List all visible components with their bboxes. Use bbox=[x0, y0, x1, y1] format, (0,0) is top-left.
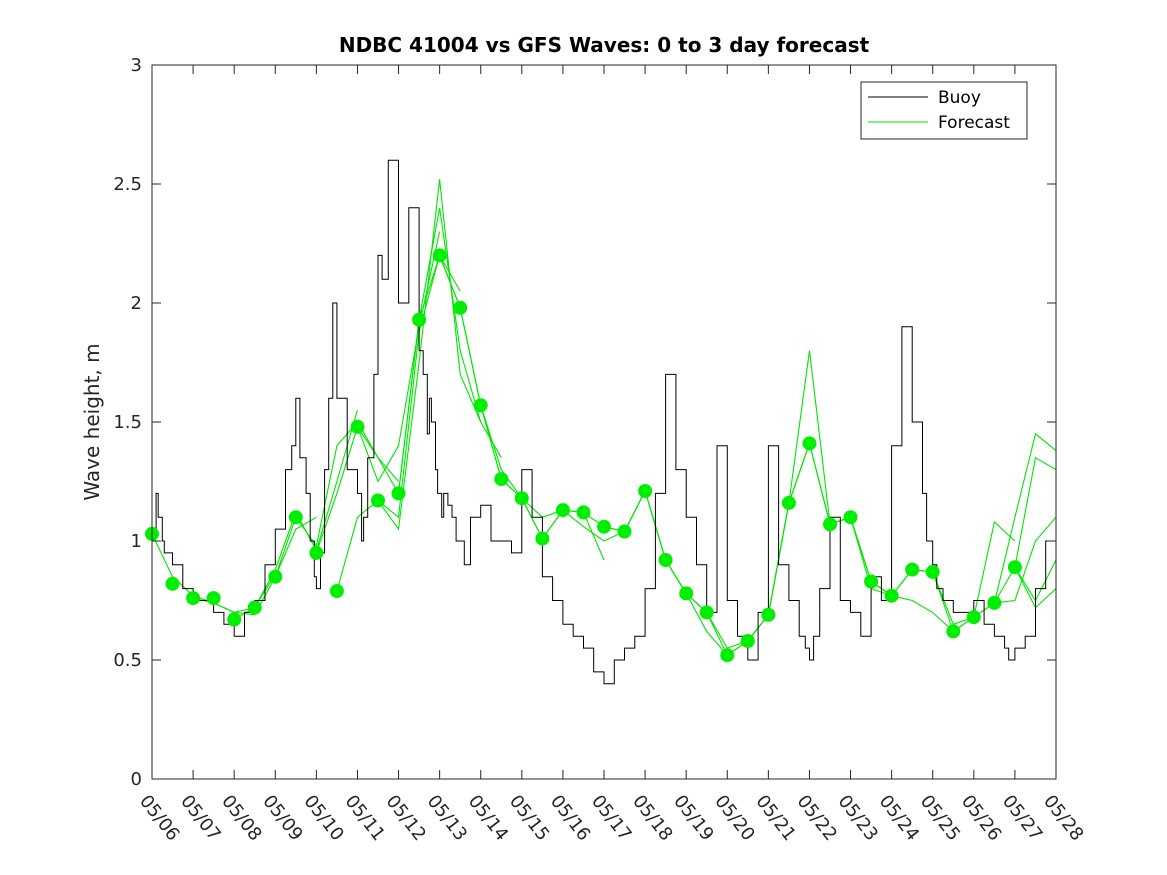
forecast-marker bbox=[679, 586, 694, 601]
x-tick-label: 05/16 bbox=[546, 791, 594, 845]
forecast-marker bbox=[966, 610, 981, 625]
y-tick-label: 2 bbox=[131, 293, 142, 314]
y-tick-label: 3 bbox=[131, 55, 142, 76]
forecast-marker bbox=[514, 491, 529, 506]
x-tick-label: 05/20 bbox=[710, 791, 758, 845]
forecast-marker bbox=[597, 519, 611, 534]
forecast-run-line bbox=[603, 489, 728, 656]
forecast-marker bbox=[432, 248, 447, 263]
forecast-marker bbox=[535, 531, 550, 546]
forecast-marker bbox=[288, 510, 303, 525]
forecast-marker bbox=[186, 591, 201, 606]
forecast-marker bbox=[658, 553, 673, 567]
forecast-marker bbox=[720, 648, 735, 663]
x-tick-label: 05/17 bbox=[587, 791, 635, 845]
plot-area bbox=[145, 159, 1056, 685]
x-tick-label: 05/18 bbox=[628, 791, 676, 845]
forecast-marker bbox=[740, 634, 755, 648]
forecast-marker bbox=[802, 436, 817, 451]
x-tick-label: 05/23 bbox=[834, 791, 882, 845]
forecast-marker bbox=[165, 576, 180, 591]
forecast-marker bbox=[946, 624, 961, 639]
forecast-marker bbox=[473, 398, 488, 413]
y-axis: 0 0.5 1 1.5 2 2.5 3 bbox=[113, 55, 1056, 790]
y-tick-label: 2.5 bbox=[113, 174, 142, 195]
x-tick-label: 05/25 bbox=[916, 791, 964, 845]
y-axis-label: Wave height, m bbox=[80, 343, 104, 500]
forecast-run-line bbox=[973, 456, 1056, 618]
forecast-marker bbox=[206, 591, 221, 606]
x-tick-label: 05/09 bbox=[258, 791, 306, 845]
forecast-marker bbox=[905, 562, 920, 577]
x-tick-label: 05/14 bbox=[464, 791, 512, 845]
forecast-marker bbox=[391, 486, 406, 501]
x-tick-label: 05/21 bbox=[751, 791, 799, 845]
x-tick-label: 05/13 bbox=[423, 791, 471, 845]
forecast-marker bbox=[781, 495, 796, 510]
x-tick-label: 05/08 bbox=[217, 791, 265, 845]
forecast-marker bbox=[268, 569, 283, 584]
x-tick-label: 05/15 bbox=[505, 791, 553, 845]
x-tick-label: 05/11 bbox=[341, 791, 389, 845]
x-tick-label: 05/19 bbox=[669, 791, 717, 845]
forecast-marker bbox=[617, 524, 632, 539]
forecast-marker bbox=[227, 612, 242, 627]
x-tick-label: 05/28 bbox=[1039, 791, 1087, 845]
x-tick-label: 05/12 bbox=[382, 791, 430, 845]
y-tick-label: 1.5 bbox=[113, 412, 142, 433]
x-tick-label: 05/24 bbox=[875, 791, 923, 845]
chart-title: NDBC 41004 vs GFS Waves: 0 to 3 day fore… bbox=[339, 33, 870, 57]
forecast-marker bbox=[555, 503, 570, 518]
forecast-marker bbox=[864, 574, 879, 589]
forecast-marker bbox=[247, 600, 262, 615]
x-axis: 05/0605/0705/0805/0905/1005/1105/1205/13… bbox=[135, 65, 1088, 845]
legend-box bbox=[860, 81, 1028, 140]
forecast-marker bbox=[329, 584, 344, 598]
y-tick-label: 0 bbox=[131, 769, 142, 790]
forecast-marker bbox=[761, 607, 776, 622]
forecast-marker bbox=[350, 419, 365, 434]
x-tick-label: 05/27 bbox=[998, 791, 1046, 845]
forecast-markers bbox=[145, 248, 1022, 663]
forecast-marker bbox=[638, 484, 653, 498]
x-tick-label: 05/07 bbox=[176, 791, 224, 845]
forecast-run-line bbox=[994, 516, 1056, 604]
forecast-marker bbox=[843, 510, 858, 525]
legend: Buoy Forecast bbox=[860, 81, 1028, 140]
forecast-series bbox=[152, 179, 1056, 657]
y-tick-label: 1 bbox=[131, 531, 142, 552]
forecast-run-line bbox=[377, 179, 502, 531]
x-tick-label: 05/22 bbox=[793, 791, 841, 845]
forecast-marker bbox=[412, 312, 427, 327]
forecast-marker bbox=[699, 605, 714, 620]
forecast-marker bbox=[823, 517, 837, 532]
x-tick-label: 05/10 bbox=[299, 791, 347, 845]
forecast-marker bbox=[371, 493, 385, 508]
forecast-marker bbox=[309, 545, 324, 560]
legend-label-buoy: Buoy bbox=[938, 88, 981, 108]
forecast-marker bbox=[987, 595, 1002, 610]
forecast-marker bbox=[494, 472, 509, 487]
legend-label-forecast: Forecast bbox=[938, 113, 1010, 133]
y-tick-label: 0.5 bbox=[113, 650, 142, 671]
forecast-marker bbox=[453, 300, 468, 315]
forecast-marker bbox=[576, 505, 591, 520]
forecast-marker bbox=[884, 588, 899, 603]
forecast-marker bbox=[925, 564, 940, 579]
forecast-marker bbox=[1007, 560, 1022, 575]
x-tick-label: 05/26 bbox=[957, 791, 1005, 845]
x-tick-label: 05/06 bbox=[135, 791, 183, 845]
